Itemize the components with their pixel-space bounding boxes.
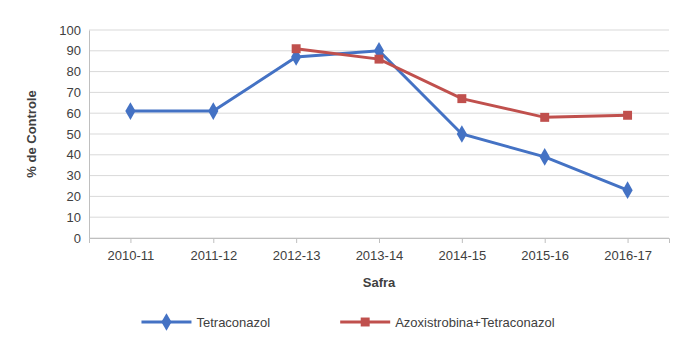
legend-item: Azoxistrobina+Tetraconazol [340, 315, 554, 330]
x-axis: 2010-11 2011-12 2012-13 2013-14 2014-15 2015-… [90, 238, 670, 263]
y-tick: 30 [67, 168, 89, 183]
y-tick-label: 10 [67, 210, 81, 225]
legend-label: Tetraconazol [196, 315, 270, 330]
x-axis-title: Safra [363, 275, 396, 290]
x-tick: 2011-12 [190, 238, 237, 263]
y-tick: 70 [67, 85, 89, 100]
y-tick: 0 [74, 231, 89, 246]
grid-line [89, 92, 669, 93]
chart: 0 10 20 30 40 50 60 70 80 90 100 2010-11 2011-12 2012… [0, 0, 696, 357]
y-axis-line [89, 31, 90, 239]
y-tick: 20 [67, 189, 89, 204]
series-marker [208, 102, 218, 120]
grid-line [89, 217, 669, 218]
y-tick: 50 [67, 127, 89, 142]
x-tick: 2015-16 [521, 238, 569, 263]
y-tick-label: 100 [59, 23, 81, 38]
x-tick-mark [545, 238, 546, 243]
y-tick: 40 [67, 147, 89, 162]
y-tick: 90 [67, 43, 89, 58]
x-tick: 2016-17 [604, 238, 652, 263]
x-tick: 2013-14 [356, 238, 404, 263]
series-marker [292, 44, 301, 53]
series-layer [125, 42, 632, 199]
y-tick: 10 [67, 210, 89, 225]
legend-label: Azoxistrobina+Tetraconazol [395, 315, 554, 330]
grid-line [89, 196, 669, 197]
y-tick-label: 40 [67, 147, 81, 162]
x-tick-label: 2013-14 [356, 248, 404, 263]
y-axis: 0 10 20 30 40 50 60 70 80 90 100 [59, 23, 89, 246]
x-tick-label: 2016-17 [604, 248, 652, 263]
grid-line [89, 134, 669, 135]
x-tick-label: 2011-12 [190, 248, 237, 263]
grid-line [89, 154, 669, 155]
x-tick: 2014-15 [438, 238, 486, 263]
series-marker [125, 102, 135, 120]
legend-item: Tetraconazol [141, 313, 270, 331]
y-tick: 80 [67, 64, 89, 79]
grid [89, 30, 669, 238]
x-tick-mark [130, 238, 131, 243]
y-tick-label: 0 [74, 231, 81, 246]
legend-marker [361, 318, 370, 327]
x-tick-mark [213, 238, 214, 243]
grid-line [89, 175, 669, 176]
x-tick-mark [462, 238, 463, 243]
series-marker [540, 148, 550, 166]
legend: Tetraconazol Azoxistrobina+Tetraconazol [141, 313, 554, 331]
y-tick-label: 30 [67, 168, 81, 183]
y-tick-label: 70 [67, 85, 81, 100]
x-tick-label: 2014-15 [438, 248, 486, 263]
legend-marker [161, 313, 171, 331]
series-marker [375, 55, 384, 64]
y-axis-title: % de Controle [24, 90, 39, 177]
x-tick-mark [379, 238, 380, 243]
series-marker [622, 181, 632, 199]
x-tick-label: 2012-13 [273, 248, 321, 263]
grid-line [89, 30, 669, 31]
y-tick-label: 80 [67, 64, 81, 79]
series-marker [457, 94, 466, 103]
x-axis-line [90, 239, 670, 244]
series-marker [457, 125, 467, 143]
x-tick: 2010-11 [108, 238, 155, 263]
y-tick-label: 90 [67, 43, 81, 58]
grid-line [89, 113, 669, 114]
y-tick-label: 60 [67, 106, 81, 121]
grid-line [89, 71, 669, 72]
x-tick-mark [296, 238, 297, 243]
y-tick-label: 50 [67, 127, 81, 142]
series-line [130, 51, 627, 190]
series-marker [540, 113, 549, 122]
y-tick: 60 [67, 106, 89, 121]
series-marker [623, 111, 632, 120]
series-line [296, 49, 627, 118]
y-tick-label: 20 [67, 189, 81, 204]
y-tick: 100 [59, 23, 89, 38]
x-tick-label: 2010-11 [108, 248, 155, 263]
plot-area: 0 10 20 30 40 50 60 70 80 90 100 2010-11 2011-12 2012… [59, 23, 669, 264]
x-tick-label: 2015-16 [521, 248, 569, 263]
x-tick: 2012-13 [273, 238, 321, 263]
x-tick-mark [628, 238, 629, 243]
